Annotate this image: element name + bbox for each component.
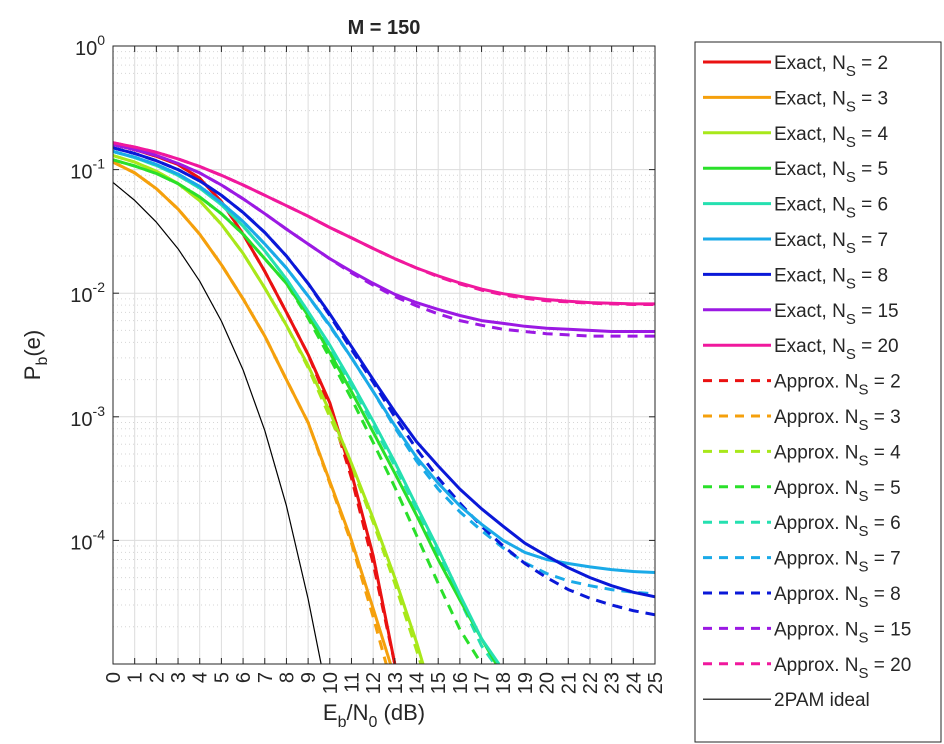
legend-label-3: Exact, NS = 5 xyxy=(774,159,888,186)
x-axis-label: Eb/N0 (dB) xyxy=(323,700,425,731)
y-tick-label: 10-2 xyxy=(70,279,105,307)
x-axis-label-main: E xyxy=(323,700,338,725)
legend-label-12: Approx. NS = 5 xyxy=(774,478,901,505)
x-tick-label: 16 xyxy=(450,672,472,694)
x-tick-label: 1 xyxy=(125,672,147,683)
x-axis-label-sub1: b xyxy=(338,714,347,731)
series-line-16 xyxy=(113,142,655,338)
y-tick-label: 10-3 xyxy=(70,403,105,431)
series-line-8 xyxy=(113,141,655,306)
legend: Exact, NS = 2 Exact, NS = 3 Exact, NS = 4 E… xyxy=(694,41,942,743)
x-tick-label: 11 xyxy=(341,672,363,693)
legend-label-9: Approx. NS = 2 xyxy=(774,372,901,399)
x-tick-label: 10 xyxy=(320,672,342,694)
y-axis-label-main: P xyxy=(20,366,45,381)
x-axis-label-tail: (dB) xyxy=(377,700,425,725)
x-tick-label: 23 xyxy=(602,672,624,694)
x-tick-label: 22 xyxy=(580,672,602,694)
legend-label-11: Approx. NS = 4 xyxy=(774,442,901,469)
legend-label-5: Exact, NS = 7 xyxy=(774,230,888,257)
legend-label-1: Exact, NS = 3 xyxy=(774,88,888,115)
y-axis-label-tail: (e) xyxy=(20,330,45,357)
legend-label-14: Approx. NS = 7 xyxy=(774,549,901,576)
x-tick-label: 19 xyxy=(515,672,537,694)
x-tick-label: 4 xyxy=(190,672,212,683)
y-axis-label: Pb(e) xyxy=(20,330,51,380)
x-tick-label: 15 xyxy=(428,672,450,694)
x-tick-label: 20 xyxy=(537,672,559,694)
x-tick-label: 0 xyxy=(103,672,125,683)
series-line-15 xyxy=(113,146,655,617)
x-tick-label: 5 xyxy=(211,672,233,683)
legend-label-13: Approx. NS = 6 xyxy=(774,513,901,540)
x-tick-label: 14 xyxy=(407,672,429,694)
x-axis-label-sub2: 0 xyxy=(369,714,378,731)
x-tick-label: 6 xyxy=(233,672,255,683)
legend-label-10: Approx. NS = 3 xyxy=(774,407,901,434)
series-layer xyxy=(113,141,655,664)
series-line-6 xyxy=(113,146,655,599)
axis-ticks: 0 1 2 3 4 5 6 7 8 9 10 11 12 13 14 15 16 17 18 19 20 21 22 23 24… xyxy=(70,32,667,694)
series-line-3 xyxy=(113,158,498,664)
legend-label-16: Approx. NS = 15 xyxy=(774,619,911,646)
x-tick-label: 25 xyxy=(645,672,667,694)
legend-label-7: Exact, NS = 15 xyxy=(774,301,899,328)
legend-label-15: Approx. NS = 8 xyxy=(774,584,901,611)
legend-label-8: Exact, NS = 20 xyxy=(774,336,899,363)
legend-label-18: 2PAM ideal xyxy=(774,690,870,711)
legend-label-0: Exact, NS = 2 xyxy=(774,53,888,80)
x-tick-label: 18 xyxy=(493,672,515,694)
legend-label-17: Approx. NS = 20 xyxy=(774,655,911,682)
y-tick-label: 100 xyxy=(75,32,105,60)
legend-label-4: Exact, NS = 6 xyxy=(774,195,888,222)
chart-title: M = 150 xyxy=(348,17,421,39)
x-axis-label-mid: /N xyxy=(347,700,369,725)
x-tick-label: 21 xyxy=(558,672,580,694)
series-line-1 xyxy=(113,160,392,664)
x-tick-label: 24 xyxy=(623,672,645,694)
y-tick-label: 10-4 xyxy=(70,526,105,554)
x-tick-label: 7 xyxy=(255,672,277,683)
y-axis-label-sub: b xyxy=(34,357,51,366)
x-tick-label: 13 xyxy=(385,672,407,694)
plot-frame xyxy=(112,45,656,665)
legend-label-6: Exact, NS = 8 xyxy=(774,265,888,292)
x-tick-label: 17 xyxy=(472,672,494,694)
x-tick-label: 2 xyxy=(146,672,168,683)
x-tick-label: 3 xyxy=(168,672,190,683)
legend-label-2: Exact, NS = 4 xyxy=(774,124,888,151)
x-tick-label: 9 xyxy=(298,672,320,683)
series-line-5 xyxy=(113,150,655,574)
y-tick-label: 10-1 xyxy=(70,156,105,184)
x-tick-label: 8 xyxy=(276,672,298,683)
series-line-7 xyxy=(113,142,655,333)
legend-box xyxy=(694,41,942,743)
series-line-18 xyxy=(113,182,322,664)
x-tick-label: 12 xyxy=(363,672,385,694)
